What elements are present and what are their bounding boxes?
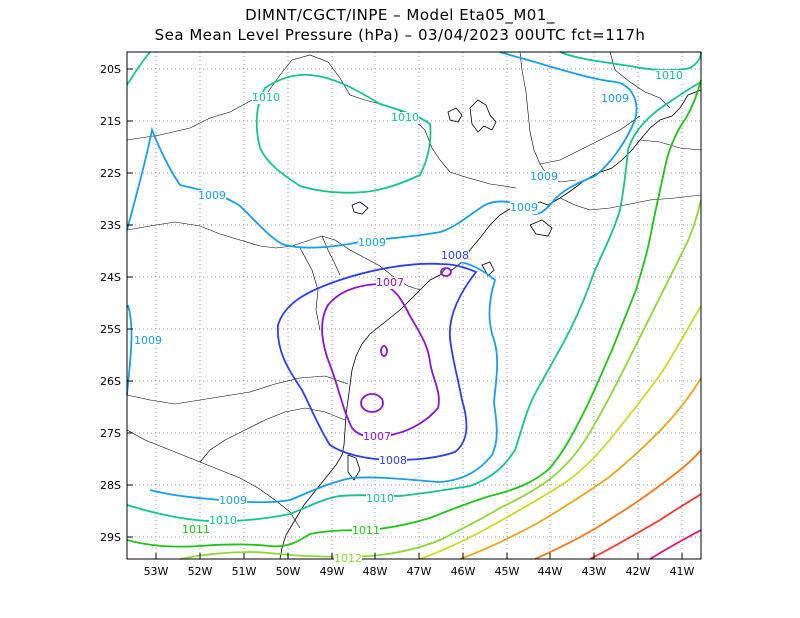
contour-label: 1010 <box>252 91 280 104</box>
contour-label-bg <box>358 237 386 249</box>
lat-tick-label: 26S <box>100 375 121 388</box>
contour-label-bg <box>391 112 419 124</box>
isobar-1007 <box>321 283 440 438</box>
lat-tick-label: 24S <box>100 271 121 284</box>
map-title: DIMNT/CGCT/INPE – Model Eta05_M01_ <box>245 6 555 24</box>
longitude-labels: 53W 52W 51W 50W 49W 48W 47W 46W 45W 44W 43W 42W 41W <box>144 565 695 578</box>
isobar-1014 <box>459 377 702 560</box>
isobar-1010 <box>255 73 432 194</box>
lon-tick-label: 43W <box>582 565 607 578</box>
lon-tick-label: 48W <box>363 565 388 578</box>
contour-label: 1010 <box>366 492 394 505</box>
isobars <box>126 51 702 560</box>
contour-label-bg <box>366 493 394 505</box>
contour-label: 1010 <box>655 69 683 82</box>
lon-tick-label: 42W <box>626 565 651 578</box>
lon-tick-label: 49W <box>320 565 345 578</box>
lat-tick-label: 22S <box>100 167 121 180</box>
lat-tick-label: 25S <box>100 323 121 336</box>
lat-tick-label: 21S <box>100 115 121 128</box>
contour-label: 1011 <box>352 524 380 537</box>
lat-tick-label: 28S <box>100 479 121 492</box>
contour-label-bg <box>601 93 629 105</box>
contour-label: 1009 <box>198 189 226 202</box>
contour-label: 1009 <box>601 92 629 105</box>
contour-label-bg <box>441 250 469 262</box>
lat-tick-label: 29S <box>100 531 121 544</box>
isobar-1009 <box>126 51 638 249</box>
lon-tick-label: 41W <box>670 565 695 578</box>
lat-lon-grid <box>127 52 701 559</box>
latitude-labels: 20S 21S 22S 23S 24S 25S 26S 27S 28S 29S <box>100 63 121 544</box>
lat-tick-label: 23S <box>100 219 121 232</box>
contour-label-bg <box>182 524 210 536</box>
coastline <box>279 89 702 560</box>
contour-label-bg <box>198 190 226 202</box>
axis-ticks <box>127 68 683 559</box>
contour-label-bg <box>510 202 538 214</box>
isobar-1013 <box>419 305 702 560</box>
isobar-1010 <box>126 81 702 523</box>
isobar-1010 <box>559 51 702 72</box>
contour-label-bg <box>252 92 280 104</box>
contour-labels: 1010 1010 1010 1009 1009 1009 1009 1009 1009 1009… <box>134 69 683 565</box>
lon-tick-label: 47W <box>407 565 432 578</box>
contour-label: 1011 <box>182 523 210 536</box>
isobar-1009 <box>149 261 499 504</box>
lat-tick-label: 20S <box>100 63 121 76</box>
isobar-1011 <box>126 79 702 548</box>
lon-tick-label: 50W <box>276 565 301 578</box>
contour-label-bg <box>352 525 380 537</box>
contour-label-bg <box>363 431 391 443</box>
isobar-1016 <box>589 493 702 560</box>
lon-tick-label: 45W <box>495 565 520 578</box>
contour-label: 1009 <box>358 236 386 249</box>
isobar-1010 <box>126 51 151 86</box>
lat-tick-label: 27S <box>100 427 121 440</box>
contour-label: 1010 <box>209 514 237 527</box>
contour-label: 1012 <box>334 552 362 565</box>
contour-label: 1009 <box>510 201 538 214</box>
contour-label: 1010 <box>391 111 419 124</box>
contour-label-bg <box>376 277 404 289</box>
contour-label-bg <box>530 171 558 183</box>
contour-label-bg <box>379 455 407 467</box>
lon-tick-label: 51W <box>232 565 257 578</box>
contour-label: 1008 <box>379 454 407 467</box>
contour-label: 1009 <box>134 334 162 347</box>
isobar-1007-small <box>360 393 384 413</box>
lon-tick-label: 46W <box>451 565 476 578</box>
lon-tick-label: 53W <box>144 565 169 578</box>
lon-tick-label: 44W <box>538 565 563 578</box>
isobar-1015 <box>534 449 702 560</box>
contour-label: 1007 <box>376 276 404 289</box>
contour-label-bg <box>209 515 237 527</box>
isobar-1007-small <box>440 267 452 277</box>
contour-label: 1009 <box>530 170 558 183</box>
lon-tick-label: 52W <box>188 565 213 578</box>
contour-label: 1009 <box>219 494 247 507</box>
contour-label: 1008 <box>441 249 469 262</box>
contour-label-bg <box>219 495 247 507</box>
map-frame <box>126 51 702 560</box>
isobar-1017 <box>649 529 702 560</box>
contour-label-bg <box>134 335 162 347</box>
isobar-1007-small <box>380 345 388 357</box>
isobar-1009 <box>126 304 133 396</box>
isobar-1008 <box>277 262 478 461</box>
contour-label: 1007 <box>363 430 391 443</box>
contour-label-bg <box>655 70 683 82</box>
isobar-1012 <box>179 199 702 560</box>
contour-label-bg <box>334 553 362 565</box>
map-subtitle: Sea Mean Level Pressure (hPa) – 03/04/20… <box>154 26 646 44</box>
